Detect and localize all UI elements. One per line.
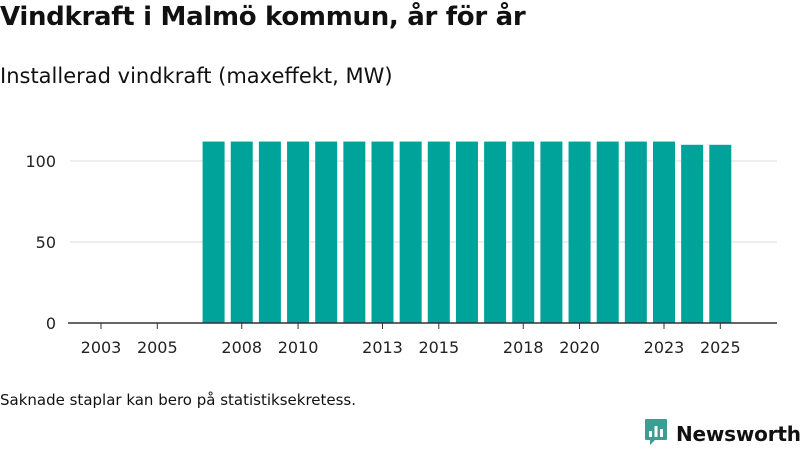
x-tick-label: 2013 <box>362 338 403 357</box>
bar-2011 <box>315 141 338 323</box>
bar-2008 <box>230 141 253 323</box>
bar-2024 <box>681 144 704 323</box>
x-tick-label: 2008 <box>221 338 262 357</box>
x-tick-label: 2025 <box>700 338 741 357</box>
bars <box>202 141 732 323</box>
x-tick-label: 2003 <box>81 338 122 357</box>
bar-2023 <box>653 141 675 323</box>
bar-2022 <box>624 141 647 323</box>
brand-logo: Newsworthy <box>644 418 800 450</box>
x-tick-label: 2010 <box>278 338 319 357</box>
x-tick-label: 2018 <box>503 338 544 357</box>
bar-2012 <box>343 141 366 323</box>
bar-2009 <box>258 141 281 323</box>
newsworthy-icon <box>644 418 668 450</box>
x-tick-label: 2015 <box>418 338 459 357</box>
bar-2010 <box>287 141 310 323</box>
y-tick-label: 100 <box>25 152 56 171</box>
bar-2018 <box>512 141 535 323</box>
brand-name: Newsworthy <box>676 422 800 446</box>
y-tick-label: 50 <box>36 233 56 252</box>
y-tick-label: 0 <box>46 314 56 333</box>
x-tick-label: 2020 <box>559 338 600 357</box>
bar-2013 <box>371 141 394 323</box>
bar-2007 <box>202 141 225 323</box>
bar-2015 <box>427 141 450 323</box>
bar-2017 <box>484 141 507 323</box>
footnote: Saknade staplar kan bero på statistiksek… <box>0 391 357 409</box>
bar-2021 <box>596 141 619 323</box>
chart-title: Vindkraft i Malmö kommun, år för år <box>0 2 526 32</box>
axes: 0 50 100 2003 2005 2008 2010 2013 2015 2018 2020 20… <box>25 152 777 357</box>
bar-2019 <box>540 141 563 323</box>
bar-2020 <box>568 141 591 323</box>
bar-2014 <box>399 141 422 323</box>
x-tick-label: 2005 <box>137 338 178 357</box>
chart-subtitle: Installerad vindkraft (maxeffekt, MW) <box>0 64 393 88</box>
x-tick-label: 2023 <box>644 338 685 357</box>
bar-2025 <box>709 144 732 323</box>
bar-2016 <box>455 141 478 323</box>
